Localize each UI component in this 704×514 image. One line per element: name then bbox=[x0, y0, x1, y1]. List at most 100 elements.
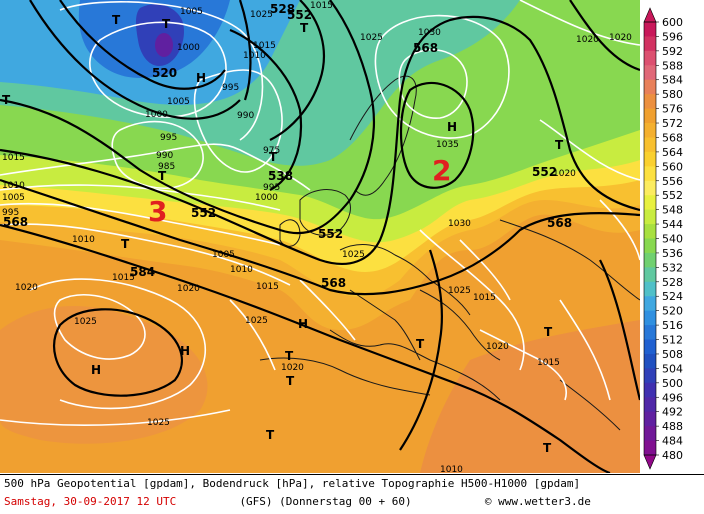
scale-value-label: 544 bbox=[662, 218, 683, 231]
scale-swatch bbox=[644, 325, 656, 341]
scale-value-label: 560 bbox=[662, 160, 683, 173]
low-pressure-marker: T bbox=[158, 169, 167, 183]
pressure-label: 1005 bbox=[180, 7, 203, 17]
pressure-label: 1020 bbox=[177, 284, 200, 294]
scale-swatch bbox=[644, 411, 656, 427]
scale-max-arrow bbox=[643, 7, 657, 23]
scale-value-label: 592 bbox=[662, 45, 683, 58]
caption-run-info: Samstag, 30-09-2017 12 UTC (GFS) (Donner… bbox=[4, 495, 591, 508]
scale-swatch bbox=[644, 224, 656, 239]
scale-value-label: 528 bbox=[662, 276, 683, 289]
scale-value-label: 564 bbox=[662, 146, 683, 159]
pressure-label: 1025 bbox=[74, 317, 97, 327]
annotation-number: 3 bbox=[148, 195, 167, 228]
topo-band-584 bbox=[0, 306, 208, 444]
scale-value-label: 480 bbox=[662, 449, 683, 462]
scale-value-label: 484 bbox=[662, 435, 683, 448]
scale-value-label: 596 bbox=[662, 30, 683, 43]
scale-swatch bbox=[644, 382, 656, 398]
scale-value-label: 600 bbox=[662, 16, 683, 29]
model-run: (GFS) (Donnerstag 00 + 60) bbox=[239, 495, 412, 508]
low-pressure-marker: T bbox=[416, 337, 425, 351]
scale-value-label: 580 bbox=[662, 88, 683, 101]
topo-band-496 bbox=[155, 33, 173, 57]
scale-swatch bbox=[644, 267, 656, 283]
scale-value-label: 588 bbox=[662, 59, 683, 72]
coastlines bbox=[259, 75, 640, 431]
isobars bbox=[0, 0, 640, 426]
height-label: 568 bbox=[413, 41, 438, 55]
high-pressure-marker: H bbox=[298, 317, 308, 331]
map-caption: 500 hPa Geopotential [gpdam], Bodendruck… bbox=[0, 474, 704, 514]
annotation-number: 2 bbox=[432, 154, 451, 187]
scale-swatch bbox=[644, 180, 656, 196]
pressure-label: 1015 bbox=[253, 41, 276, 51]
scale-swatch bbox=[644, 209, 656, 225]
height-label: 552 bbox=[287, 8, 312, 22]
pressure-label: 1005 bbox=[212, 250, 235, 260]
weather-map: 520 528 538 552 552 552 552 568 568 568 … bbox=[0, 0, 641, 473]
pressure-label: 1000 bbox=[145, 110, 168, 120]
low-pressure-marker: T bbox=[2, 93, 11, 107]
scale-value-label: 572 bbox=[662, 117, 683, 130]
pressure-label: 995 bbox=[160, 133, 177, 143]
scale-swatch bbox=[644, 339, 656, 355]
pressure-label: 1015 bbox=[537, 358, 560, 368]
pressure-label: 1010 bbox=[243, 51, 266, 61]
scale-value-label: 512 bbox=[662, 334, 683, 347]
caption-description: 500 hPa Geopotential [gpdam], Bodendruck… bbox=[4, 477, 581, 490]
scale-swatch bbox=[644, 79, 656, 95]
scale-min-arrow bbox=[643, 454, 657, 470]
height-label: 568 bbox=[547, 216, 572, 230]
pressure-label: 985 bbox=[158, 162, 175, 172]
color-scale-legend: 600 596 592 588 584 580 576 572 568 564 560 556 552 5… bbox=[640, 0, 704, 473]
scale-value-label: 492 bbox=[662, 406, 683, 419]
scale-swatch bbox=[644, 195, 656, 211]
pressure-label: 1025 bbox=[448, 286, 471, 296]
pressure-label: 1025 bbox=[342, 250, 365, 260]
low-pressure-marker: T bbox=[555, 138, 564, 152]
low-pressure-marker: T bbox=[544, 325, 553, 339]
pressure-label: 1010 bbox=[230, 265, 253, 275]
low-pressure-marker: T bbox=[285, 349, 294, 363]
pressure-label: 1000 bbox=[255, 193, 278, 203]
pressure-label: 1030 bbox=[448, 219, 471, 229]
high-pressure-marker: H bbox=[180, 344, 190, 358]
high-pressure-marker: H bbox=[91, 363, 101, 377]
pressure-label: 990 bbox=[156, 151, 173, 161]
scale-swatch bbox=[644, 397, 656, 413]
pressure-label: 1015 bbox=[112, 273, 135, 283]
scale-swatch bbox=[644, 151, 656, 167]
scale-swatch bbox=[644, 123, 656, 138]
scale-value-label: 568 bbox=[662, 131, 683, 144]
pressure-label: 1025 bbox=[245, 316, 268, 326]
pressure-label: 995 bbox=[222, 83, 239, 93]
pressure-label: 1020 bbox=[281, 363, 304, 373]
pressure-label: 1030 bbox=[418, 28, 441, 38]
pressure-label: 1015 bbox=[2, 153, 25, 163]
pressure-label: 1010 bbox=[2, 181, 25, 191]
height-label: 552 bbox=[318, 227, 343, 241]
pressure-label: 995 bbox=[263, 183, 280, 193]
pressure-label: 1035 bbox=[436, 140, 459, 150]
high-pressure-marker: H bbox=[196, 71, 206, 85]
pressure-label: 1020 bbox=[15, 283, 38, 293]
scale-swatch bbox=[644, 296, 656, 312]
scale-swatch bbox=[644, 353, 656, 369]
pressure-label: 995 bbox=[2, 208, 19, 218]
pressure-label: 1015 bbox=[473, 293, 496, 303]
scale-swatch bbox=[644, 426, 656, 442]
scale-swatch bbox=[644, 108, 656, 124]
scale-swatch bbox=[644, 137, 656, 153]
low-pressure-marker: T bbox=[269, 150, 278, 164]
scale-swatch bbox=[644, 36, 656, 52]
pressure-label: 1020 bbox=[553, 169, 576, 179]
pressure-label: 1005 bbox=[2, 193, 25, 203]
height-label: 584 bbox=[130, 265, 155, 279]
low-pressure-marker: T bbox=[121, 237, 130, 251]
scale-value-label: 540 bbox=[662, 233, 683, 246]
scale-value-label: 488 bbox=[662, 420, 683, 433]
pressure-label: 1020 bbox=[609, 33, 632, 43]
low-pressure-marker: T bbox=[286, 374, 295, 388]
height-label: 520 bbox=[152, 66, 177, 80]
